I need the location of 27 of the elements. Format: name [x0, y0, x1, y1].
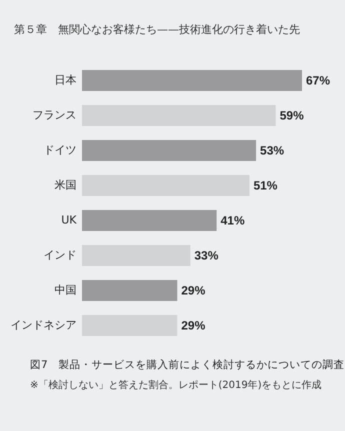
- y-tick-label: フランス: [32, 108, 76, 122]
- bar: [82, 245, 190, 266]
- data-label: 51%: [253, 178, 278, 192]
- y-tick-label: インドネシア: [10, 318, 76, 332]
- bar: [82, 105, 276, 126]
- text: 図7 製品・サービスを購入前によく検討するかについての調査: [30, 358, 345, 372]
- y-tick-label: ドイツ: [44, 144, 76, 156]
- data-label: 59%: [280, 108, 304, 122]
- bar: [82, 280, 178, 301]
- bar: [82, 315, 178, 336]
- y-tick-label: UK: [61, 214, 78, 226]
- data-label: 67%: [306, 74, 330, 88]
- chart-subtitle: 第５章 無関心なお客様たち——技術進化の行き着いた先: [14, 22, 300, 37]
- data-label: 29%: [181, 284, 206, 298]
- bar: [82, 70, 302, 91]
- y-tick-label: インド: [44, 248, 76, 262]
- data-label: 41%: [220, 214, 245, 228]
- bar: [82, 175, 250, 196]
- y-tick-label: 米国: [54, 178, 76, 192]
- data-label: 53%: [260, 144, 284, 158]
- bar: [82, 210, 217, 231]
- y-tick-label: 中国: [54, 284, 76, 296]
- data-label: 29%: [181, 318, 206, 332]
- data-label: 33%: [194, 248, 219, 262]
- bar: [82, 140, 256, 161]
- text: ※「検討しない」と答えた割合。レポート(2019年)をもとに作成: [30, 378, 323, 392]
- y-tick-label: 日本: [54, 74, 76, 86]
